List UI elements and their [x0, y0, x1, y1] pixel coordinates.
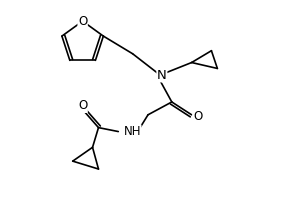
Text: N: N: [157, 69, 167, 82]
Text: O: O: [78, 15, 87, 28]
Text: O: O: [193, 110, 202, 123]
Text: NH: NH: [123, 125, 141, 138]
Text: O: O: [78, 99, 87, 112]
